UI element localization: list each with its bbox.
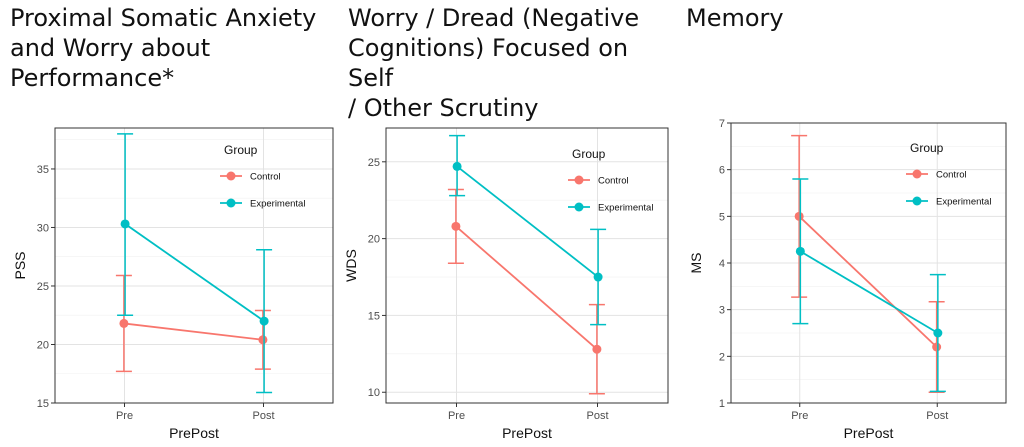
- y-tick-label: 20: [37, 339, 49, 351]
- y-tick-label: 2: [719, 351, 725, 363]
- data-point: [592, 344, 602, 354]
- y-tick-label: 3: [719, 305, 725, 317]
- plot-border: [54, 127, 334, 404]
- x-axis-label: PrePost: [502, 425, 552, 441]
- y-tick-label: 1: [719, 398, 725, 410]
- y-axis-label: PSS: [12, 251, 28, 279]
- data-point: [593, 272, 603, 282]
- x-tick-label: Pre: [791, 410, 808, 422]
- y-tick-label: 20: [368, 234, 380, 246]
- chart-title-pss: Proximal Somatic Anxiety and Worry about…: [10, 4, 317, 92]
- y-tick-label: 15: [37, 398, 49, 410]
- data-point: [259, 316, 269, 326]
- y-axis-label: WDS: [343, 249, 359, 282]
- x-tick-label: Post: [252, 410, 274, 422]
- legend-key-point: [912, 196, 922, 206]
- series-line: [124, 223, 265, 322]
- legend-label: Experimental: [936, 197, 991, 208]
- legend-title: Group: [910, 141, 944, 155]
- y-tick-label: 10: [368, 387, 380, 399]
- x-tick-label: Pre: [448, 410, 465, 422]
- legend-key-point: [574, 202, 584, 212]
- x-tick-label: Post: [926, 410, 948, 422]
- data-point: [452, 161, 462, 171]
- x-axis-label: PrePost: [844, 425, 894, 441]
- series-line: [455, 225, 598, 350]
- x-tick-label: Pre: [116, 410, 133, 422]
- legend-key-point: [226, 198, 236, 208]
- y-tick-label: 25: [368, 157, 380, 169]
- y-tick-label: 25: [37, 281, 49, 293]
- legend-label: Experimental: [250, 199, 305, 210]
- x-tick-label: Post: [586, 410, 608, 422]
- legend-title: Group: [224, 143, 258, 157]
- plot-border: [730, 122, 1007, 404]
- data-point: [933, 328, 943, 338]
- y-tick-label: 7: [719, 118, 725, 130]
- y-tick-label: 5: [719, 211, 725, 223]
- plot-border: [385, 127, 669, 404]
- legend-key-point: [912, 169, 922, 179]
- series-line: [799, 250, 939, 334]
- data-point: [258, 335, 268, 345]
- legend-key-point: [574, 175, 584, 185]
- data-point: [795, 246, 805, 256]
- legend-label: Control: [936, 170, 967, 181]
- plot-panel: [386, 128, 668, 403]
- chart-title-ms: Memory: [686, 4, 784, 32]
- data-point: [932, 342, 942, 352]
- data-point: [451, 221, 461, 231]
- x-axis-label: PrePost: [169, 425, 219, 441]
- series-line: [123, 322, 264, 341]
- plot-panel: [55, 128, 333, 403]
- y-tick-label: 35: [37, 164, 49, 176]
- y-tick-label: 15: [368, 310, 380, 322]
- legend-key-point: [226, 171, 236, 181]
- y-tick-label: 4: [719, 258, 725, 270]
- legend-title: Group: [572, 147, 606, 161]
- y-tick-label: 6: [719, 165, 725, 177]
- legend-label: Control: [598, 176, 629, 187]
- chart-title-wds: Worry / Dread (Negative Cognitions) Focu…: [348, 4, 640, 122]
- y-axis-label: MS: [688, 253, 704, 274]
- series-line: [798, 215, 938, 348]
- data-point: [119, 318, 129, 328]
- data-point: [120, 219, 130, 229]
- series-line: [456, 165, 599, 278]
- y-tick-label: 30: [37, 222, 49, 234]
- legend-label: Experimental: [598, 203, 653, 214]
- data-point: [794, 211, 804, 221]
- legend-label: Control: [250, 172, 281, 183]
